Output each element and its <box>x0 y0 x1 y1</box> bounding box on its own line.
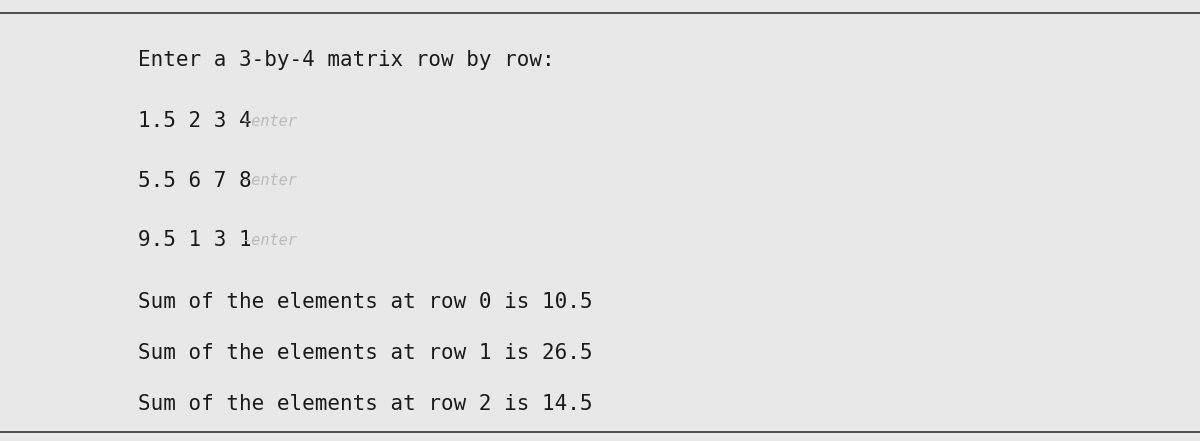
Text: Sum of the elements at row 2 is 14.5: Sum of the elements at row 2 is 14.5 <box>138 393 593 414</box>
Text: Enter a 3-by-4 matrix row by row:: Enter a 3-by-4 matrix row by row: <box>138 49 554 70</box>
Text: -enter: -enter <box>233 233 296 248</box>
Text: 5.5 6 7 8: 5.5 6 7 8 <box>138 171 252 191</box>
Text: 1.5 2 3 4: 1.5 2 3 4 <box>138 111 252 131</box>
Text: -enter: -enter <box>233 114 296 129</box>
Text: Sum of the elements at row 0 is 10.5: Sum of the elements at row 0 is 10.5 <box>138 292 593 312</box>
Text: 9.5 1 3 1: 9.5 1 3 1 <box>138 230 252 250</box>
Text: Sum of the elements at row 1 is 26.5: Sum of the elements at row 1 is 26.5 <box>138 343 593 363</box>
Text: -enter: -enter <box>233 173 296 188</box>
